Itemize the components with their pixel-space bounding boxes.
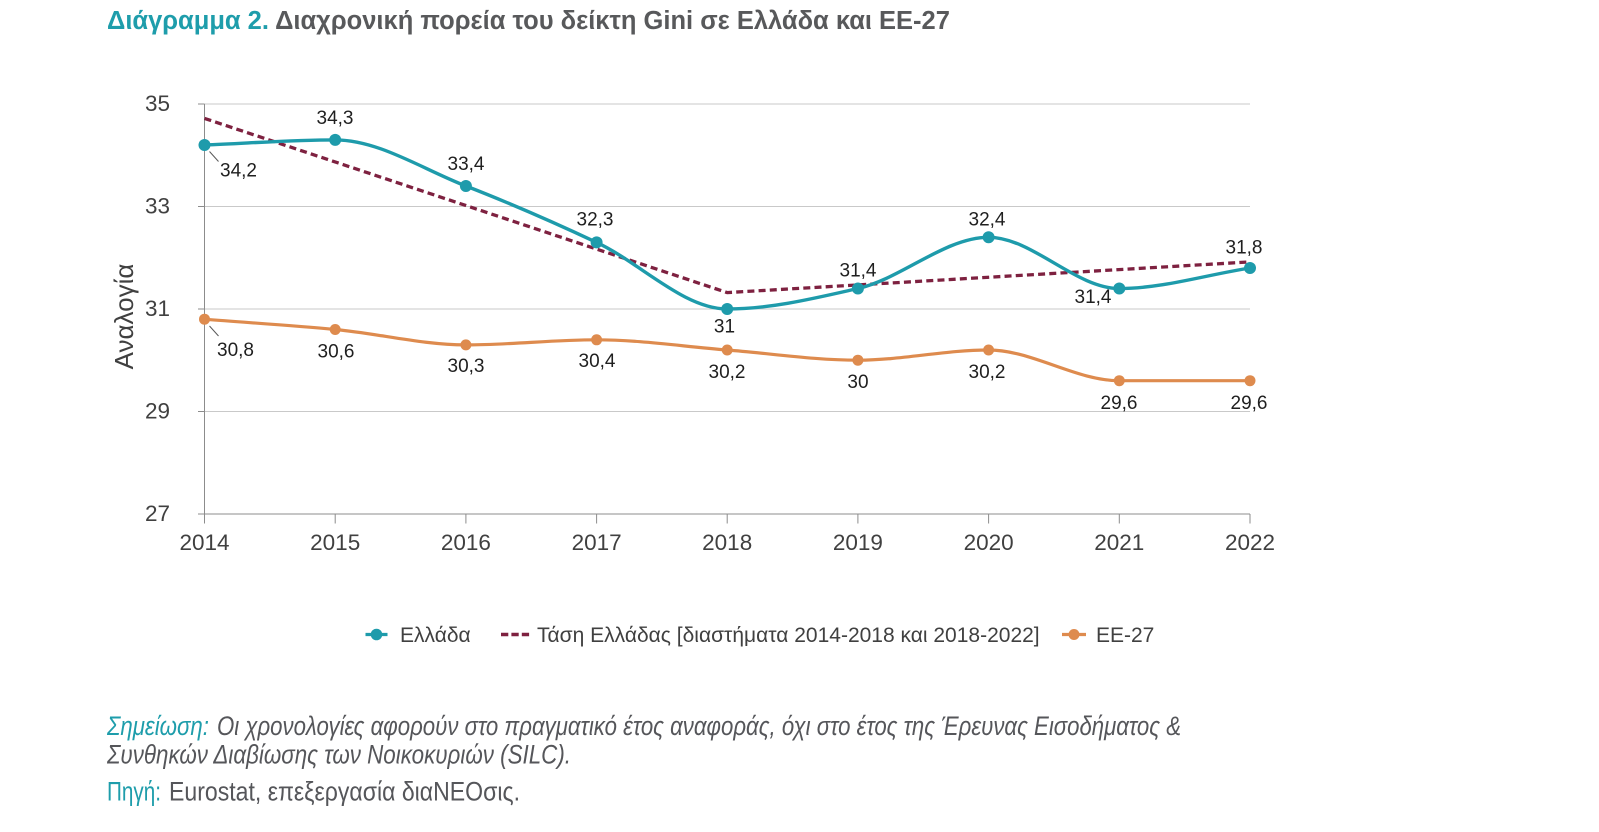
svg-text:29,6: 29,6	[1101, 393, 1138, 414]
svg-text:35: 35	[145, 91, 170, 116]
svg-text:29,6: 29,6	[1231, 393, 1268, 414]
svg-text:Πηγή:: Πηγή:	[107, 777, 161, 807]
svg-text:32,4: 32,4	[969, 209, 1006, 230]
svg-text:2014: 2014	[179, 530, 229, 555]
svg-text:2015: 2015	[310, 530, 360, 555]
svg-text:2016: 2016	[441, 530, 491, 555]
svg-text:33: 33	[145, 194, 170, 219]
svg-text:30,3: 30,3	[448, 356, 485, 377]
svg-text:30: 30	[847, 372, 868, 393]
svg-text:33,4: 33,4	[448, 154, 485, 175]
svg-text:Αναλογία: Αναλογία	[109, 264, 139, 370]
svg-text:2018: 2018	[702, 530, 752, 555]
svg-text:31: 31	[714, 317, 735, 338]
svg-text:27: 27	[145, 501, 170, 526]
svg-text:31,4: 31,4	[1075, 287, 1112, 308]
svg-text:Σημείωση:: Σημείωση:	[106, 711, 209, 741]
svg-text:30,2: 30,2	[969, 362, 1006, 383]
svg-text:Ελλάδα: Ελλάδα	[400, 624, 471, 647]
svg-text:Συνθηκών Διαβίωσης των Νοικοκυ: Συνθηκών Διαβίωσης των Νοικοκυριών (SILC…	[106, 740, 571, 770]
svg-text:Οι χρονολογίες αφορούν στο πρα: Οι χρονολογίες αφορούν στο πραγματικό έτ…	[217, 711, 1181, 741]
svg-text:Διάγραμμα 2. Διαχρονική πορεία: Διάγραμμα 2. Διαχρονική πορεία του δείκτ…	[107, 7, 950, 35]
svg-text:32,3: 32,3	[577, 210, 614, 231]
svg-text:2022: 2022	[1225, 530, 1275, 555]
svg-text:2019: 2019	[833, 530, 883, 555]
svg-text:2020: 2020	[964, 530, 1014, 555]
svg-text:2021: 2021	[1094, 530, 1144, 555]
svg-text:30,8: 30,8	[217, 340, 254, 361]
svg-text:34,3: 34,3	[317, 108, 354, 129]
svg-text:34,2: 34,2	[220, 161, 257, 182]
svg-text:Eurostat, επεξεργασία διαNEOσι: Eurostat, επεξεργασία διαNEOσις.	[169, 777, 520, 807]
svg-text:30,2: 30,2	[709, 362, 746, 383]
svg-text:29: 29	[145, 399, 170, 424]
svg-text:Τάση Ελλάδας [διαστήματα 2014-: Τάση Ελλάδας [διαστήματα 2014-2018 και 2…	[537, 624, 1040, 647]
svg-text:31: 31	[145, 296, 170, 321]
svg-text:31,4: 31,4	[840, 261, 877, 282]
svg-text:30,6: 30,6	[318, 342, 355, 363]
svg-text:31,8: 31,8	[1226, 238, 1263, 259]
svg-text:2017: 2017	[572, 530, 622, 555]
svg-text:30,4: 30,4	[579, 351, 616, 372]
svg-text:ΕΕ-27: ΕΕ-27	[1096, 624, 1154, 647]
